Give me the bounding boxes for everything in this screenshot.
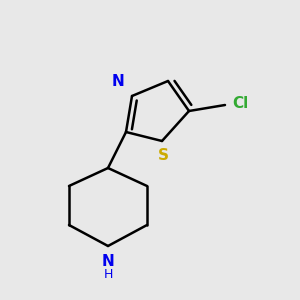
Text: N: N <box>112 74 124 88</box>
Text: S: S <box>158 148 169 164</box>
Text: Cl: Cl <box>232 96 249 111</box>
Text: H: H <box>103 268 113 281</box>
Text: N: N <box>102 254 114 268</box>
